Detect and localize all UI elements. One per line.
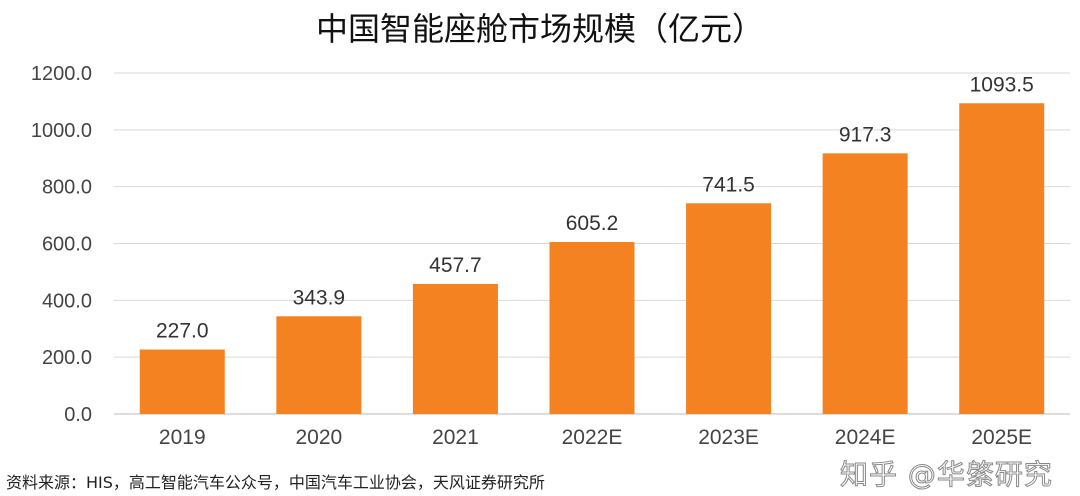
bar bbox=[276, 316, 362, 414]
data-label: 741.5 bbox=[702, 173, 755, 196]
data-label: 917.3 bbox=[839, 123, 892, 146]
bar bbox=[959, 103, 1045, 415]
x-tick-label: 2021 bbox=[432, 426, 479, 449]
data-label: 1093.5 bbox=[970, 73, 1034, 96]
y-tick-label: 0.0 bbox=[64, 404, 92, 426]
x-tick-label: 2020 bbox=[295, 426, 342, 449]
y-tick-label: 400.0 bbox=[42, 290, 92, 312]
source-note: 资料来源：HIS，高工智能汽车公众号，中国汽车工业协会，天风证券研究所 bbox=[6, 473, 545, 492]
chart-title: 中国智能座舱市场规模（亿元） bbox=[315, 10, 764, 48]
x-tick-label: 2024E bbox=[835, 426, 896, 449]
y-tick-label: 1200.0 bbox=[31, 63, 92, 85]
x-tick-label: 2023E bbox=[698, 426, 759, 449]
y-tick-label: 1000.0 bbox=[31, 120, 92, 142]
watermark: 知乎 @华綮研究 bbox=[840, 458, 1053, 492]
y-tick-label: 200.0 bbox=[42, 347, 92, 369]
bar bbox=[412, 283, 498, 414]
x-tick-label: 2022E bbox=[562, 426, 623, 449]
x-tick-label: 2019 bbox=[159, 426, 206, 449]
data-label: 605.2 bbox=[566, 212, 619, 235]
bar bbox=[686, 203, 772, 414]
data-label: 227.0 bbox=[156, 319, 209, 342]
data-label: 457.7 bbox=[429, 254, 482, 277]
data-label: 343.9 bbox=[293, 286, 346, 309]
bar bbox=[549, 242, 635, 414]
x-tick-label: 2025E bbox=[971, 426, 1032, 449]
y-tick-label: 800.0 bbox=[42, 177, 92, 199]
y-tick-label: 600.0 bbox=[42, 234, 92, 256]
bar bbox=[139, 349, 225, 414]
bar bbox=[822, 153, 908, 414]
